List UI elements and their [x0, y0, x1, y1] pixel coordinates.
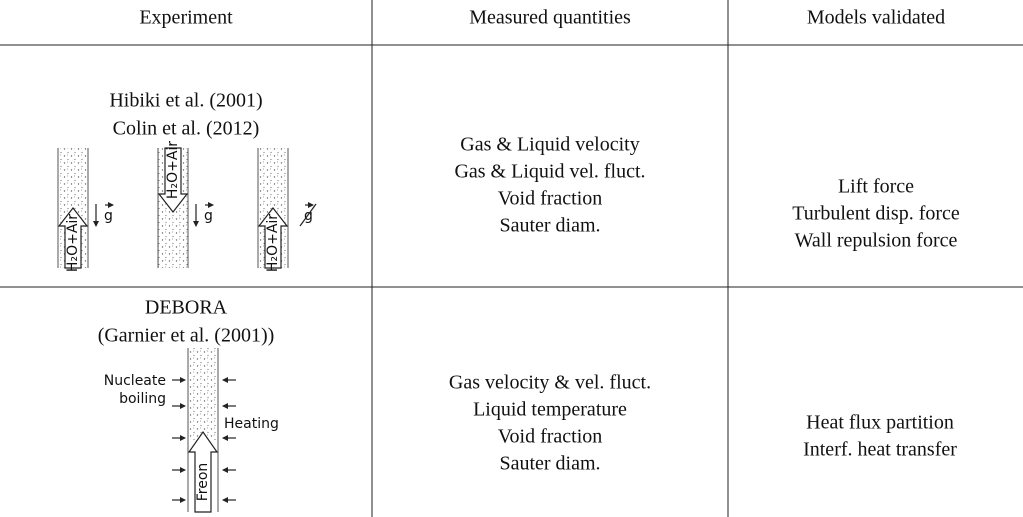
model: Wall repulsion force — [795, 230, 958, 252]
measured: Sauter diam. — [499, 453, 600, 475]
flow-label: H₂O+Air — [165, 141, 181, 199]
measured: Gas velocity & vel. fluct. — [449, 372, 651, 394]
measured: Sauter diam. — [499, 215, 600, 237]
gravity-label: g — [104, 208, 113, 224]
header: Measured quantities — [469, 7, 631, 29]
experiment: (Garnier et al. (2001)) — [98, 325, 275, 347]
measured: Gas & Liquid velocity — [460, 134, 639, 156]
measured: Void fraction — [498, 188, 603, 210]
annotation: Nucleate — [104, 373, 166, 389]
gravity-label: g — [204, 208, 213, 224]
model: Interf. heat transfer — [803, 439, 957, 461]
flow-label: H₂O+Air — [265, 214, 281, 272]
experiment: DEBORA — [145, 297, 228, 319]
measured: Void fraction — [498, 426, 603, 448]
experiment: Hibiki et al. (2001) — [109, 90, 262, 112]
flow-label: H₂O+Air — [65, 214, 81, 272]
annotation: boiling — [119, 391, 166, 407]
measured: Gas & Liquid vel. fluct. — [454, 161, 645, 183]
experiment: Colin et al. (2012) — [113, 118, 260, 140]
annotation: Heating — [224, 416, 279, 432]
measured: Liquid temperature — [473, 399, 627, 421]
header: Models validated — [807, 7, 945, 29]
header: Experiment — [139, 7, 233, 29]
model: Heat flux partition — [806, 412, 954, 434]
flow-label: Freon — [195, 463, 211, 502]
model: Turbulent disp. force — [792, 203, 960, 225]
table-figure: Experiment Measured quantities Models va… — [0, 0, 1023, 517]
model: Lift force — [838, 176, 914, 198]
